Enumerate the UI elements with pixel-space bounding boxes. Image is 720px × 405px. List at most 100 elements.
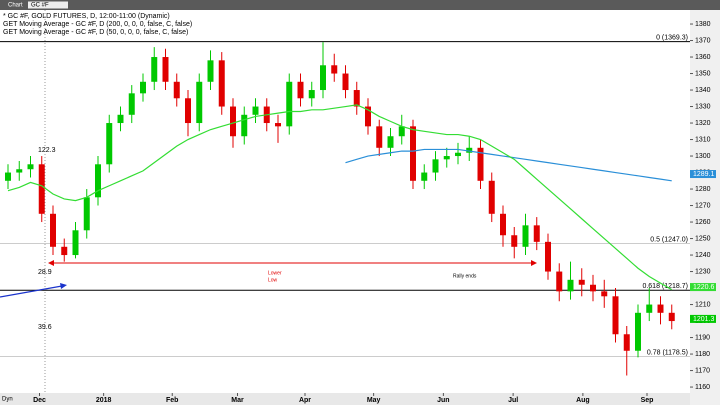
toolbar — [0, 0, 720, 10]
x-tick-label: May — [367, 397, 381, 404]
candle-body — [556, 271, 563, 292]
y-tick-label: 1370 — [695, 37, 711, 44]
candle-body — [162, 57, 169, 82]
candle-body — [297, 81, 304, 99]
candle-body — [590, 284, 596, 292]
x-tick-label: Jul — [508, 397, 518, 404]
candle-body — [286, 81, 293, 127]
moving-average — [345, 148, 672, 182]
symbol[interactable]: GC #F — [31, 3, 49, 9]
candle-body — [275, 123, 281, 127]
candle-body — [252, 106, 259, 115]
legend-entry: GET Moving Average - GC #F, D (200, 0, 0… — [3, 21, 192, 28]
candle-body — [128, 93, 135, 115]
candle-body — [72, 230, 79, 256]
y-tick-label: 1340 — [695, 87, 711, 94]
y-tick-label: 1330 — [695, 103, 711, 110]
candle-body — [500, 213, 506, 236]
arrow-head — [531, 260, 537, 266]
candle-body — [387, 136, 394, 148]
x-tick-label: Dec — [33, 397, 46, 404]
price-tag — [690, 170, 716, 179]
candle-body — [173, 81, 180, 99]
y-tick-label: 1160 — [695, 384, 710, 391]
y-tick-label: 1170 — [695, 367, 710, 374]
candle-body — [50, 213, 56, 247]
candle-body — [308, 90, 315, 99]
candle-body — [488, 180, 495, 214]
annotation: 28.9 — [38, 269, 52, 276]
y-axis-area — [690, 10, 720, 405]
arrow-head — [48, 260, 54, 266]
candle-body — [522, 225, 529, 247]
price-tag-label: 1220.6 — [693, 284, 715, 291]
candle-body — [185, 98, 191, 124]
candle-body — [601, 291, 608, 297]
arrow-head — [60, 283, 67, 289]
candle-body — [61, 246, 68, 256]
candle-body — [117, 114, 124, 124]
candle-body — [95, 164, 101, 198]
candle-body — [455, 152, 461, 157]
price-tag — [690, 283, 716, 292]
candle-body — [443, 156, 450, 160]
candle-body — [376, 126, 383, 148]
x-tick-label: Sep — [641, 397, 654, 404]
y-tick-label: 1180 — [695, 351, 710, 358]
annotation: Low — [268, 277, 278, 283]
candle-body — [365, 106, 371, 127]
candle-body — [533, 225, 540, 242]
candle-body — [466, 147, 473, 153]
candle-body — [106, 123, 113, 165]
candle-body — [668, 312, 675, 322]
y-tick-label: 1260 — [695, 219, 711, 226]
x-tick-label: 2018 — [96, 397, 112, 404]
candle-body — [353, 90, 360, 107]
x-tick-label: Jun — [437, 397, 449, 404]
candle-body — [545, 241, 551, 272]
candle-body — [241, 114, 248, 137]
candle-body — [196, 81, 203, 124]
candle-body — [230, 106, 236, 137]
annotation: 39.6 — [38, 324, 52, 331]
y-tick-label: 1310 — [695, 136, 711, 143]
candle-body — [511, 235, 518, 247]
y-tick-label: 1210 — [695, 301, 711, 308]
candle-body — [207, 60, 214, 82]
candle-body — [320, 65, 326, 91]
fib-label: 0.78 (1178.5) — [647, 349, 688, 356]
candle-body — [432, 159, 439, 173]
y-tick-label: 1380 — [695, 21, 711, 28]
x-tick-label: Feb — [166, 397, 178, 404]
x-tick-label: Mar — [231, 397, 244, 404]
price-tag-label: 1289.1 — [693, 171, 715, 178]
y-tick-label: 1230 — [695, 268, 711, 275]
candle-body — [38, 164, 45, 214]
candle-body — [657, 304, 664, 313]
candle-body — [398, 126, 405, 137]
y-tick-label: 1240 — [695, 252, 711, 259]
candle-body — [218, 60, 225, 107]
price-tag-label: 1201.3 — [693, 316, 715, 323]
candle-body — [612, 296, 619, 335]
candle-body — [151, 57, 158, 82]
y-tick-label: 1320 — [695, 120, 711, 127]
candle-body — [83, 197, 90, 231]
candle-body — [27, 164, 34, 170]
annotation: Lower — [268, 270, 282, 276]
blue-arrow — [0, 285, 63, 298]
y-tick-label: 1190 — [695, 334, 710, 341]
moving-average — [7, 104, 673, 291]
candle-body — [567, 279, 574, 292]
legend-entry: GET Moving Average - GC #F, D (50, 0, 0,… — [3, 29, 188, 36]
fib-label: 0.5 (1247.0) — [650, 236, 688, 243]
candle-body — [578, 279, 585, 285]
candle-body — [477, 147, 484, 181]
candle-body — [140, 81, 146, 94]
candle-body — [410, 126, 416, 181]
y-tick-label: 1350 — [695, 70, 711, 77]
x-tick-label: Apr — [299, 397, 311, 404]
candle-body — [635, 312, 641, 351]
symbol-box[interactable] — [28, 1, 68, 9]
